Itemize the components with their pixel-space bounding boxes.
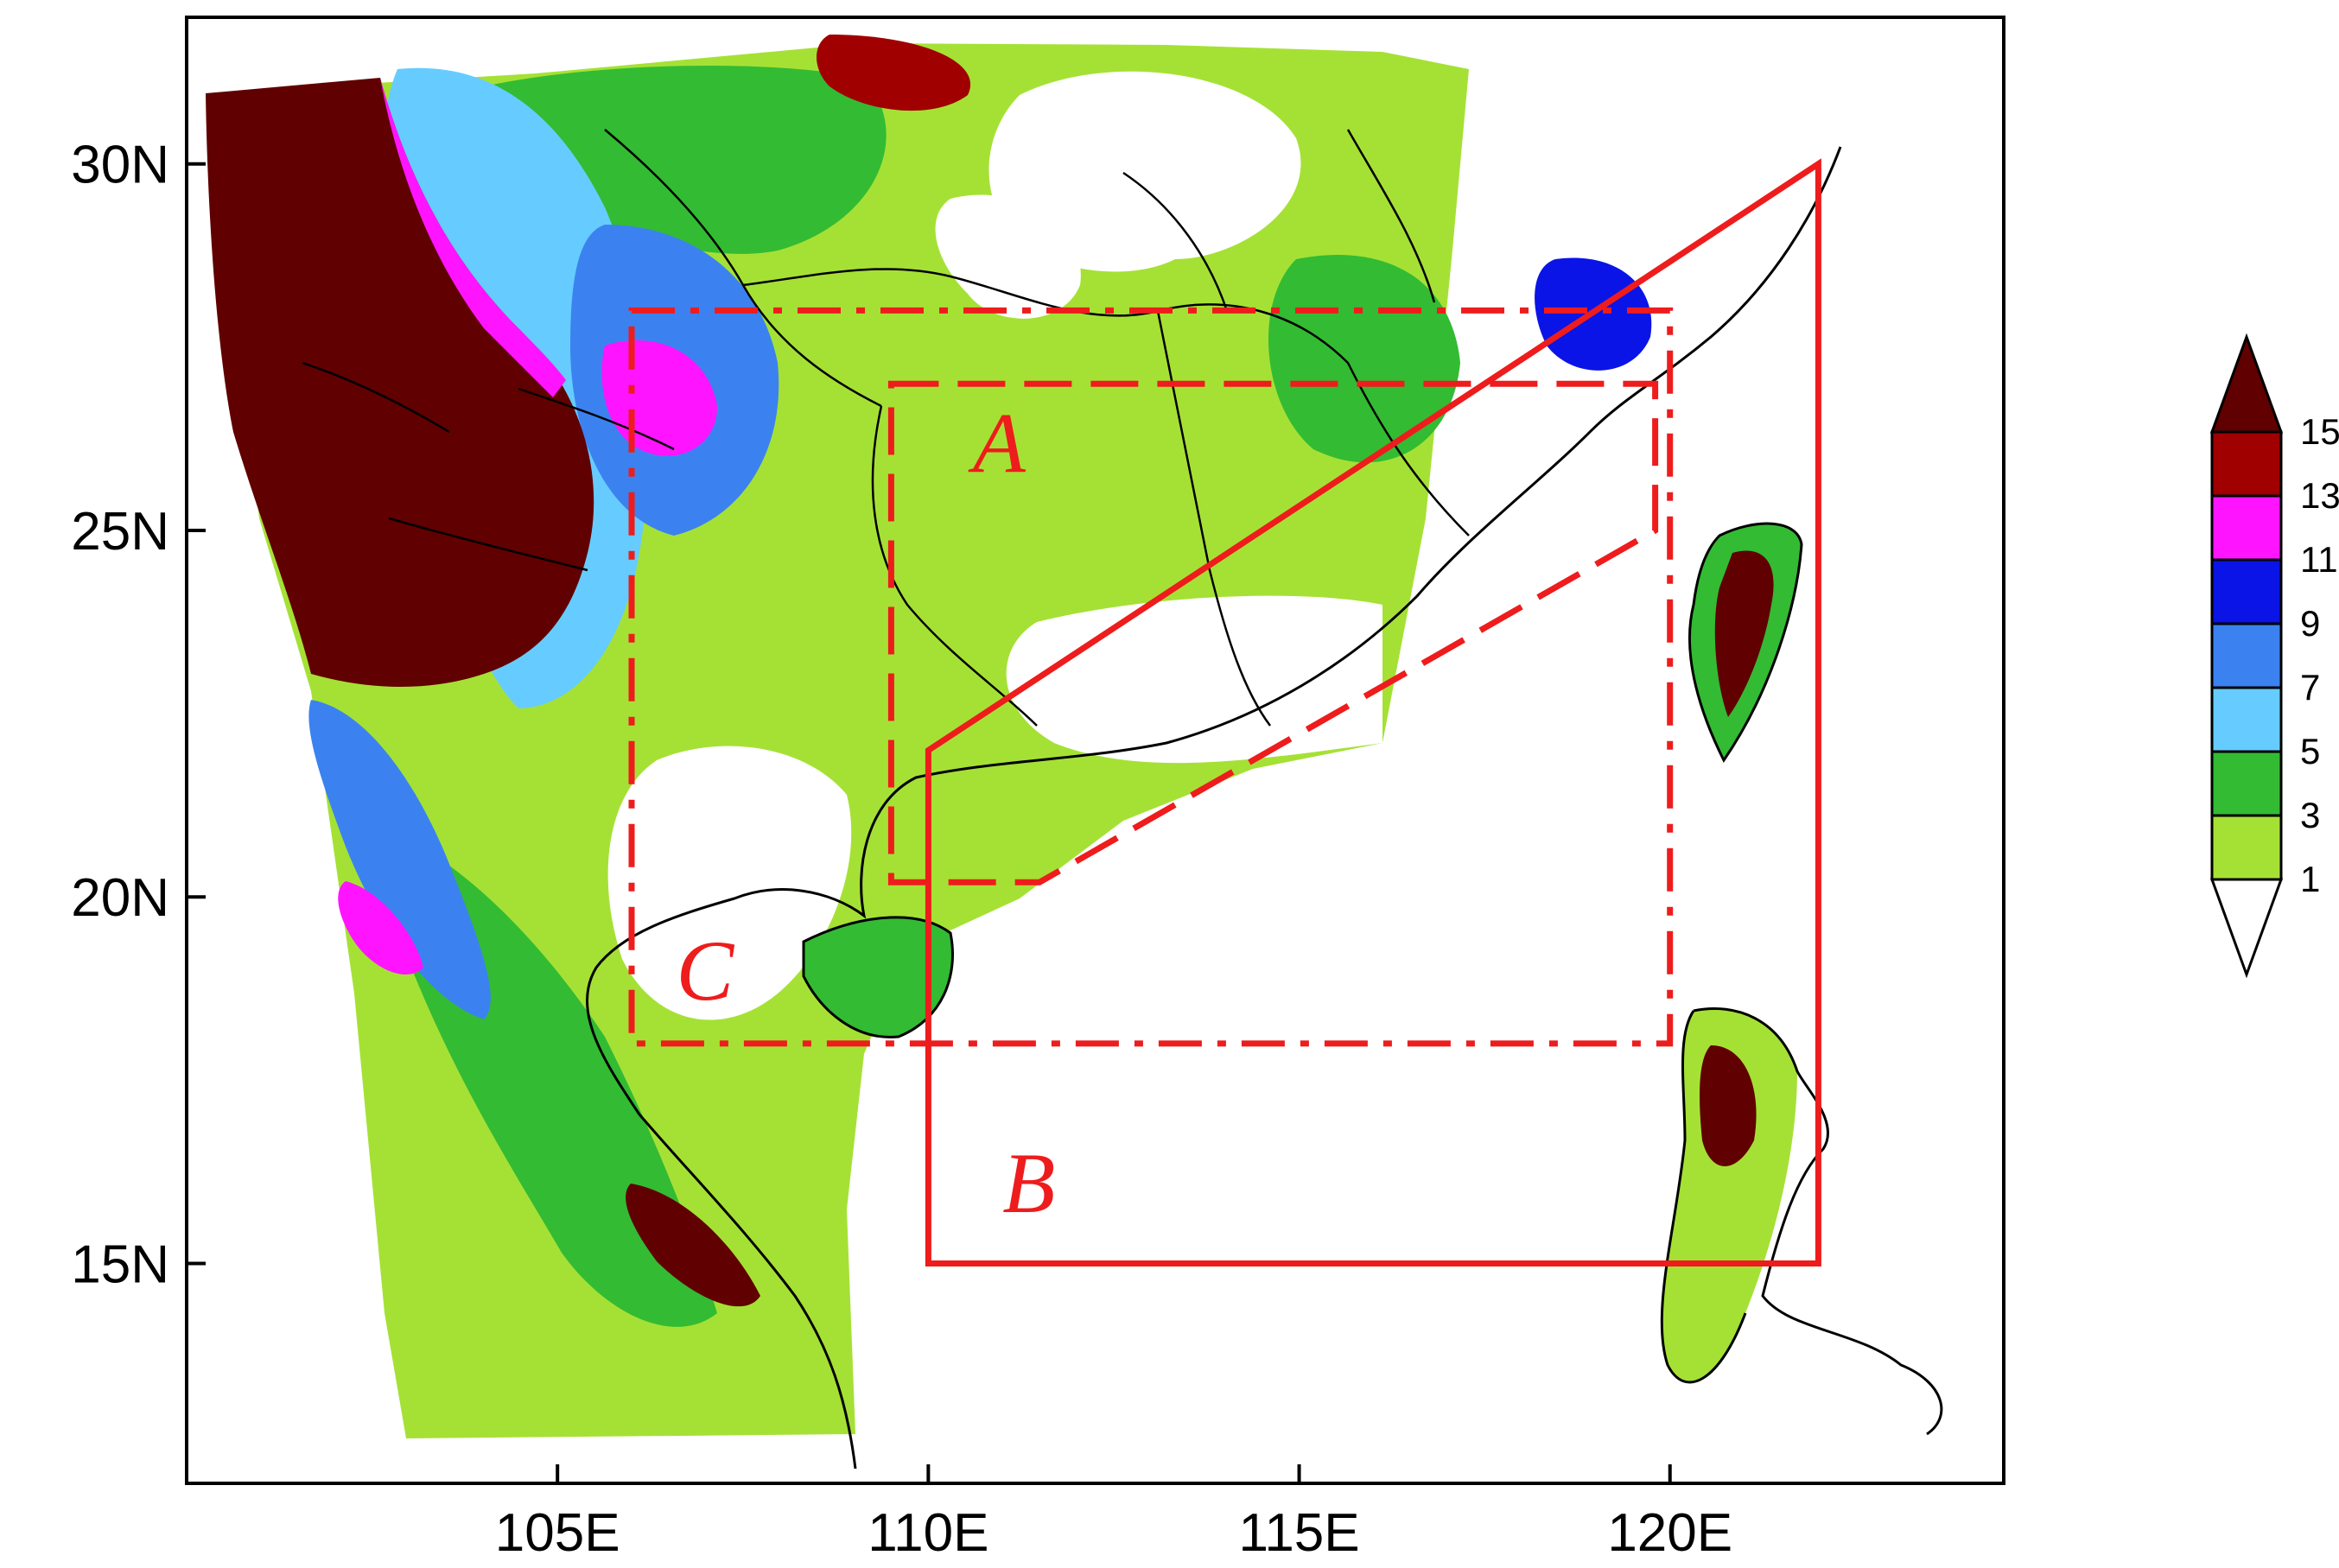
dry-patch-gulf <box>607 746 852 1020</box>
y-axis: 30N 25N 20N 15N <box>71 136 206 1294</box>
colorbar-level-label: 9 <box>2300 603 2320 644</box>
colorbar-level-label: 13 <box>2300 475 2339 516</box>
x-tick-label: 120E <box>1607 1503 1732 1563</box>
colorbar-cell <box>2210 430 2283 498</box>
colorbar-cell <box>2210 622 2283 689</box>
colorbar-arrow-low <box>2209 878 2284 979</box>
region-labels: A B C <box>677 395 1056 1231</box>
colorbar-level-label: 7 <box>2300 667 2320 708</box>
region-c-outline <box>628 307 1674 1047</box>
colorbar-cell <box>2210 558 2283 625</box>
luzon-field <box>1662 1008 1797 1382</box>
region-b-outline <box>925 158 1821 1266</box>
region-a-outline <box>887 380 1659 886</box>
plot-frame <box>185 16 2005 1485</box>
heavy-rain-north <box>817 35 971 111</box>
heavy-rain-west-edge <box>380 78 566 397</box>
y-tick-label: 25N <box>71 502 169 562</box>
green-band-southeast <box>1268 255 1460 463</box>
coastline <box>586 146 1842 1470</box>
colorbar-cell <box>2210 814 2283 881</box>
region-c-label: C <box>677 923 735 1019</box>
colorbar-arrow-high <box>2209 333 2284 434</box>
x-tick-label: 115E <box>1238 1503 1359 1563</box>
dry-patch-central <box>935 194 1081 319</box>
luzon-core <box>1700 1045 1757 1166</box>
heavy-rain-west <box>206 78 594 687</box>
region-a-label: A <box>968 395 1026 491</box>
x-tick-label: 105E <box>495 1503 620 1563</box>
region-boxes <box>628 158 1821 1266</box>
heavy-rain-vietnam <box>626 1184 760 1307</box>
y-tick-label: 20N <box>71 868 169 928</box>
map-area <box>187 17 2004 1483</box>
hainan-coast <box>802 916 954 1038</box>
luzon-coast <box>1660 1007 1943 1436</box>
colorbar-level-label: 3 <box>2300 795 2320 835</box>
colorbar-cell <box>2210 494 2283 562</box>
colorbar-level-label: 11 <box>2300 539 2338 580</box>
x-axis: 105E 110E 115E 120E <box>495 1464 1732 1563</box>
hainan-field <box>804 917 953 1038</box>
blue-band-southwest <box>308 700 491 1019</box>
colorbar-level-label: 15 <box>2300 411 2339 452</box>
province-borders <box>302 129 1470 727</box>
y-tick-label: 30N <box>71 136 169 195</box>
x-tick-label: 110E <box>868 1503 988 1563</box>
region-b-label: B <box>1002 1135 1055 1231</box>
taiwan-coast <box>1688 522 1803 763</box>
taiwan-core <box>1714 550 1774 717</box>
dry-patch-north <box>988 71 1301 272</box>
colorbar-level-label: 5 <box>2300 731 2320 771</box>
y-tick-label: 15N <box>71 1235 169 1294</box>
colorbar-cell <box>2210 686 2283 753</box>
dry-patch-coast <box>1006 595 1382 764</box>
colorbar-level-label: 1 <box>2300 859 2320 899</box>
colorbar-cell <box>2210 750 2283 817</box>
magenta-cluster-sw <box>338 881 423 975</box>
